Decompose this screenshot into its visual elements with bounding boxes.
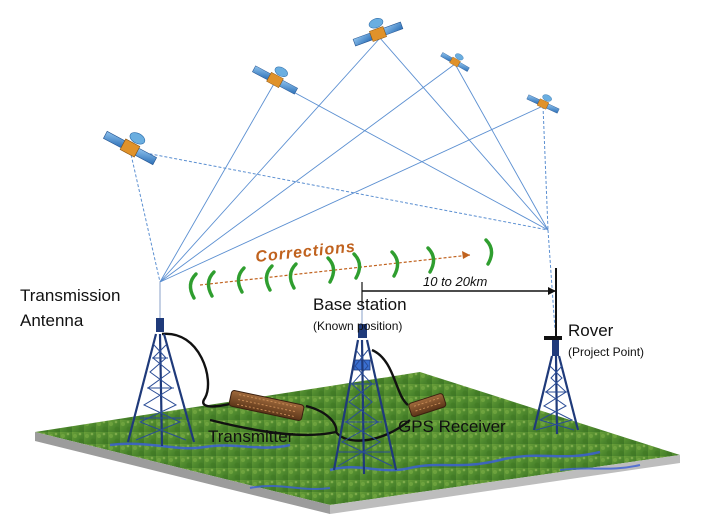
transmitter-label: Transmitter [208,427,294,446]
transmission-antenna-label-line1: Transmission [20,286,120,305]
ground-terrain [35,372,680,514]
transmission-antenna-label-line2: Antenna [20,311,84,330]
signal-lines [129,37,556,331]
tower-icon [126,282,196,447]
corrections-arrow-head [462,251,470,259]
rover-note: (Project Point) [568,345,644,359]
distance-marker [361,282,556,306]
corrections-label: Corrections [255,239,357,266]
rover-label: Rover [568,321,614,340]
satellite-icon [440,52,470,72]
transmitter-device [228,390,305,421]
gps-receiver-device [408,393,447,418]
tower-icon [332,306,398,475]
satellite-icon [526,94,560,114]
gps-receiver-label: GPS Receiver [398,417,506,436]
distance-label: 10 to 20km [423,274,487,289]
radio-wave-icon [188,238,494,300]
satellite-icon [102,130,158,166]
satellite-icon [352,18,404,47]
base-station-label: Base station [313,295,407,314]
satellite-icon [252,65,298,95]
base-station-note: (Known position) [313,319,402,333]
tower-icon [532,268,580,435]
